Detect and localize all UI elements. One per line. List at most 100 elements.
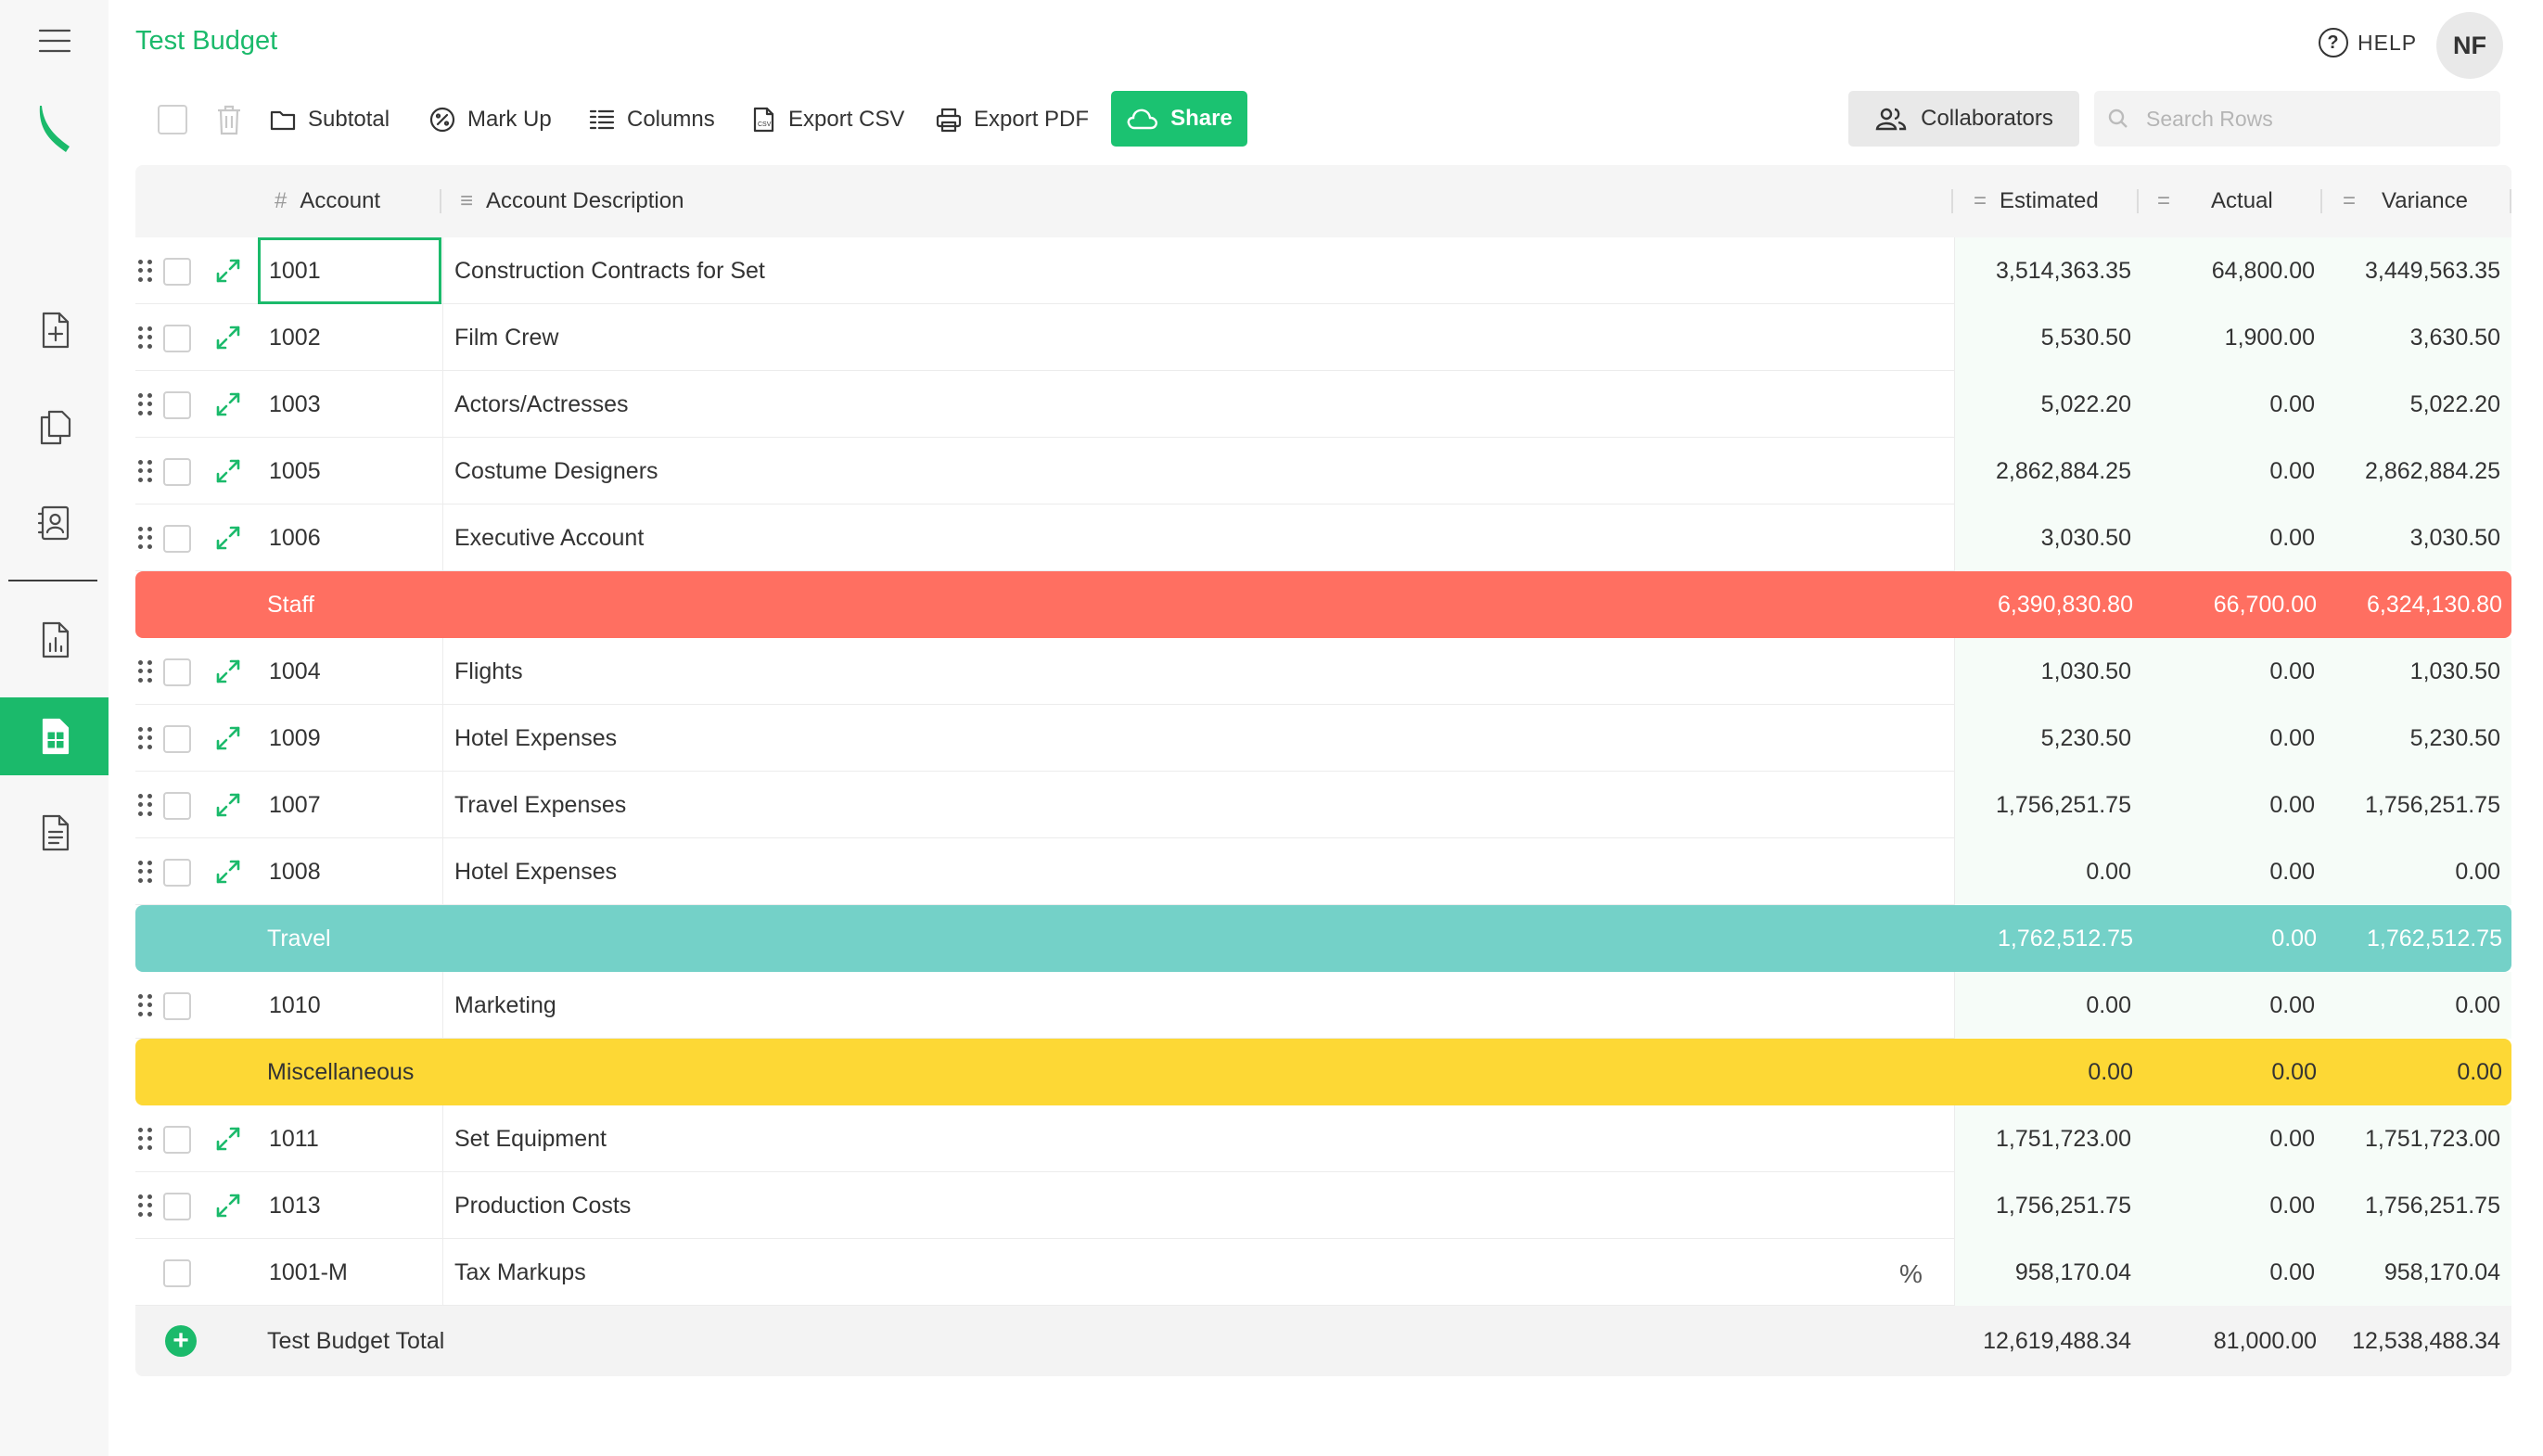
expand-icon[interactable] [213, 790, 243, 820]
column-separator[interactable] [2320, 189, 2322, 213]
account-cell[interactable]: 1005 [269, 457, 321, 484]
table-row[interactable]: 1005 Costume Designers 2,862,884.25 0.00 2,8… [135, 438, 2511, 504]
export-csv-button[interactable]: CSV Export CSV [749, 102, 904, 137]
drag-handle-icon[interactable] [137, 794, 154, 816]
group-row[interactable]: Miscellaneous 0.00 0.00 0.00 [135, 1039, 2511, 1105]
export-pdf-button[interactable]: Export PDF [935, 102, 1089, 137]
variance-cell[interactable]: 1,756,251.75 [2365, 1192, 2500, 1219]
row-checkbox[interactable] [163, 525, 191, 553]
expand-icon[interactable] [213, 523, 243, 553]
expand-icon[interactable] [213, 390, 243, 419]
description-cell[interactable]: Construction Contracts for Set [454, 257, 765, 284]
estimated-cell[interactable]: 1,756,251.75 [1996, 791, 2131, 818]
drag-handle-icon[interactable] [137, 1128, 154, 1150]
variance-cell[interactable]: 2,862,884.25 [2365, 457, 2500, 484]
variance-cell[interactable]: 0.00 [2455, 991, 2500, 1018]
drag-handle-icon[interactable] [137, 861, 154, 883]
variance-cell[interactable]: 958,170.04 [2383, 1258, 2500, 1285]
row-checkbox[interactable] [163, 1259, 191, 1287]
row-checkbox[interactable] [163, 325, 191, 352]
estimated-cell[interactable]: 2,862,884.25 [1996, 457, 2131, 484]
row-checkbox[interactable] [163, 992, 191, 1020]
variance-cell[interactable]: 5,230.50 [2409, 724, 2500, 751]
column-separator[interactable] [2137, 189, 2139, 213]
drag-handle-icon[interactable] [137, 1194, 154, 1217]
variance-cell[interactable]: 0.00 [2455, 858, 2500, 885]
drag-handle-icon[interactable] [137, 460, 154, 482]
table-row[interactable]: 1011 Set Equipment 1,751,723.00 0.00 1,751,7… [135, 1105, 2511, 1172]
document-list-icon[interactable] [0, 794, 109, 872]
drag-handle-icon[interactable] [137, 660, 154, 683]
actual-cell[interactable]: 0.00 [2269, 1258, 2315, 1285]
table-row[interactable]: 1002 Film Crew 5,530.50 1,900.00 3,630.50 [135, 304, 2511, 371]
table-row[interactable]: 1001-M Tax Markups% 958,170.04 0.00 958,170.… [135, 1239, 2511, 1306]
table-row[interactable]: 1009 Hotel Expenses 5,230.50 0.00 5,230.50 [135, 705, 2511, 772]
row-checkbox[interactable] [163, 391, 191, 419]
account-cell[interactable]: 1003 [269, 390, 321, 417]
description-cell[interactable]: Tax Markups [454, 1258, 586, 1285]
collaborators-button[interactable]: Collaborators [1848, 91, 2079, 147]
table-row[interactable]: 1013 Production Costs 1,756,251.75 0.00 1,75… [135, 1172, 2511, 1239]
description-cell[interactable]: Costume Designers [454, 457, 658, 484]
account-cell[interactable]: 1011 [269, 1125, 319, 1152]
group-row[interactable]: Travel 1,762,512.75 0.00 1,762,512.75 [135, 905, 2511, 972]
row-checkbox[interactable] [163, 725, 191, 753]
file-plus-icon[interactable] [0, 291, 109, 369]
actual-cell[interactable]: 0.00 [2269, 457, 2315, 484]
expand-icon[interactable] [213, 657, 243, 686]
markup-button[interactable]: Mark Up [428, 102, 552, 137]
row-checkbox[interactable] [163, 258, 191, 286]
column-header-description[interactable]: ≡ Account Description [460, 165, 684, 237]
account-cell[interactable]: 1007 [269, 791, 321, 818]
estimated-cell[interactable]: 1,030.50 [2040, 658, 2131, 684]
row-checkbox[interactable] [163, 859, 191, 887]
actual-cell[interactable]: 0.00 [2269, 724, 2315, 751]
copy-icon[interactable] [0, 388, 109, 466]
variance-cell[interactable]: 1,030.50 [2409, 658, 2500, 684]
column-separator[interactable] [1951, 189, 1953, 213]
estimated-cell[interactable]: 1,751,723.00 [1996, 1125, 2131, 1152]
column-header-variance[interactable]: = Variance [2343, 165, 2468, 237]
row-checkbox[interactable] [163, 658, 191, 686]
table-row[interactable]: 1008 Hotel Expenses 0.00 0.00 0.00 [135, 838, 2511, 905]
column-header-estimated[interactable]: = Estimated [1974, 165, 2099, 237]
actual-cell[interactable]: 0.00 [2269, 858, 2315, 885]
variance-cell[interactable]: 3,630.50 [2409, 324, 2500, 351]
description-cell[interactable]: Hotel Expenses [454, 724, 618, 751]
estimated-cell[interactable]: 0.00 [2086, 991, 2131, 1018]
trash-icon[interactable] [213, 103, 245, 136]
account-cell[interactable]: 1006 [269, 524, 321, 551]
variance-cell[interactable]: 5,022.20 [2409, 390, 2500, 417]
actual-cell[interactable]: 0.00 [2269, 524, 2315, 551]
help-button[interactable]: ? HELP [2319, 28, 2417, 57]
table-row[interactable]: 1010 Marketing 0.00 0.00 0.00 [135, 972, 2511, 1039]
account-cell[interactable]: 1008 [269, 858, 321, 885]
row-checkbox[interactable] [163, 458, 191, 486]
estimated-cell[interactable]: 5,230.50 [2040, 724, 2131, 751]
description-cell[interactable]: Film Crew [454, 324, 559, 351]
expand-icon[interactable] [213, 456, 243, 486]
drag-handle-icon[interactable] [137, 527, 154, 549]
estimated-cell[interactable]: 0.00 [2086, 858, 2131, 885]
description-cell[interactable]: Travel Expenses [454, 791, 627, 818]
estimated-cell[interactable]: 958,170.04 [2014, 1258, 2131, 1285]
actual-cell[interactable]: 0.00 [2269, 991, 2315, 1018]
description-cell[interactable]: Set Equipment [454, 1125, 607, 1152]
description-cell[interactable]: Marketing [454, 991, 556, 1018]
row-checkbox[interactable] [163, 1193, 191, 1220]
select-all-checkbox[interactable] [158, 105, 187, 134]
avatar[interactable]: NF [2436, 12, 2503, 79]
actual-cell[interactable]: 0.00 [2269, 1125, 2315, 1152]
account-cell[interactable]: 1001 [269, 257, 321, 284]
table-row[interactable]: 1003 Actors/Actresses 5,022.20 0.00 5,022.20 [135, 371, 2511, 438]
row-checkbox[interactable] [163, 792, 191, 820]
table-row[interactable]: 1001 Construction Contracts for Set 3,514,… [135, 237, 2511, 304]
expand-icon[interactable] [213, 723, 243, 753]
actual-cell[interactable]: 1,900.00 [2224, 324, 2315, 351]
drag-handle-icon[interactable] [137, 994, 154, 1016]
report-icon[interactable] [0, 601, 109, 679]
percent-icon[interactable]: % [1899, 1259, 1923, 1288]
actual-cell[interactable]: 0.00 [2269, 1192, 2315, 1219]
description-cell[interactable]: Actors/Actresses [454, 390, 629, 417]
drag-handle-icon[interactable] [137, 727, 154, 749]
